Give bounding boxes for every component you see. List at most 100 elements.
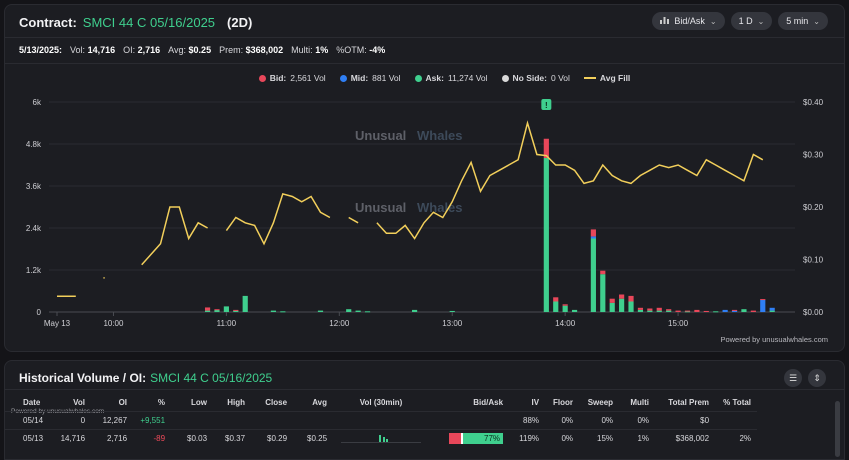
vol30-sparkline: [333, 410, 430, 429]
bid-dot-icon: [258, 74, 266, 82]
history-table: Date Vol OI % Low High Close Avg Vol (30…: [5, 395, 758, 447]
volume-bar-ask: [647, 310, 653, 312]
volume-bar-mid: [731, 310, 738, 312]
volume-bar-bid: [204, 307, 211, 311]
col-high[interactable]: High: [227, 398, 246, 408]
stat-multi: Multi: 1%: [291, 45, 329, 55]
volume-bar-ask: [355, 310, 361, 312]
watermark-text: Whales: [417, 128, 463, 143]
volume-bar-bid: [666, 309, 672, 311]
bid-ask-dropdown[interactable]: Bid/Ask ⌄: [652, 12, 725, 30]
interval-dropdown-label: 5 min: [786, 16, 809, 26]
history-icons: ☰ ⇕: [784, 369, 826, 387]
avg-fill-point: [103, 277, 105, 279]
col-low[interactable]: Low: [191, 398, 208, 408]
volume-bar-bid: [750, 310, 756, 312]
volume-bar-bid: [684, 310, 691, 312]
col-vol[interactable]: Vol: [73, 398, 86, 408]
volume-bar-bid: [619, 294, 625, 299]
volume-bar-ask: [280, 311, 286, 313]
col-vol30[interactable]: Vol (30min): [359, 398, 403, 408]
col-multi[interactable]: Multi: [630, 398, 650, 408]
x-tick-label: 10:00: [103, 319, 124, 328]
stats-divider: [5, 63, 844, 64]
col-oi[interactable]: OI: [118, 398, 128, 408]
col-close[interactable]: Close: [265, 398, 288, 408]
volume-bar-mid: [722, 309, 728, 312]
stats-row: 5/13/2025: Vol: 14,716 OI: 2,716 Avg: $0…: [19, 45, 385, 55]
volume-bar-ask: [600, 274, 606, 312]
volume-bar-ask: [214, 309, 220, 312]
volume-bar-ask: [713, 311, 719, 313]
volume-bar-ask: [562, 305, 568, 312]
volume-bar-bid: [590, 229, 596, 237]
chart-legend: Bid: 2,561 Vol Mid: 881 Vol Ask: 11,274 Vol…: [5, 73, 844, 83]
history-title: Historical Volume / OI: SMCI 44 C 05/16/…: [19, 371, 273, 385]
history-panel: Historical Volume / OI: SMCI 44 C 05/16/…: [4, 360, 845, 460]
volume-bar-bid: [233, 309, 239, 311]
avg-fill-line-icon: [583, 77, 596, 79]
legend-bid[interactable]: Bid: 2,561 Vol: [258, 73, 326, 83]
volume-bar-ask: [769, 310, 775, 312]
volume-bar-bid: [637, 307, 644, 310]
col-avg[interactable]: Avg: [312, 398, 328, 408]
volume-bar-bid: [760, 299, 766, 301]
legend-mid[interactable]: Mid: 881 Vol: [339, 73, 401, 83]
stat-otm: %OTM: -4%: [336, 45, 386, 55]
volume-bar-bid: [675, 310, 681, 312]
volume-bar-ask: [666, 310, 672, 312]
volume-bar-ask: [270, 310, 277, 312]
volume-bar-mid: [760, 299, 766, 312]
stat-vol: Vol: 14,716: [70, 45, 116, 55]
volume-bar-ask: [684, 311, 691, 313]
avg-fill-line: [225, 192, 331, 246]
sliders-icon[interactable]: ☰: [784, 369, 802, 387]
y2-tick-label: $0.20: [803, 203, 824, 212]
stat-prem: Prem: $368,002: [219, 45, 284, 55]
legend-avg-fill[interactable]: Avg Fill: [583, 73, 630, 83]
volume-bar-bid: [609, 298, 615, 303]
table-row[interactable]: 05/14 0 12,267 +9,551 88% 0% 0% 0% $0: [5, 410, 758, 429]
volume-bar-mid: [769, 307, 775, 311]
col-date[interactable]: Date: [23, 398, 41, 408]
col-iv[interactable]: IV: [531, 398, 540, 408]
volume-bar-ask: [364, 311, 371, 313]
volume-bar-ask: [204, 310, 211, 312]
volume-bar-ask: [637, 309, 644, 312]
col-pct[interactable]: %: [157, 398, 166, 408]
col-pct-total[interactable]: % Total: [723, 398, 752, 408]
alert-marker-label: !: [545, 101, 548, 110]
volume-bar-bid: [694, 309, 700, 312]
vol30-sparkline: [333, 428, 430, 447]
col-total-prem[interactable]: Total Prem: [668, 398, 710, 408]
col-bidask[interactable]: Bid/Ask: [473, 398, 504, 408]
range-dropdown[interactable]: 1 D ⌄: [730, 12, 773, 30]
scrollbar[interactable]: [835, 401, 840, 457]
volume-bar-bid: [543, 138, 549, 158]
interval-dropdown[interactable]: 5 min ⌄: [778, 12, 828, 30]
col-floor[interactable]: Floor: [553, 398, 574, 408]
contract-header: Contract: SMCI 44 C 05/16/2025 (2D): [19, 15, 252, 30]
volume-bar-ask: [242, 295, 248, 312]
x-tick-label: May 13: [44, 319, 71, 328]
volume-bar-bid: [731, 309, 738, 311]
history-divider: [5, 389, 844, 390]
x-tick-label: 11:00: [217, 319, 237, 328]
volume-bar-ask: [449, 310, 455, 312]
col-sweep[interactable]: Sweep: [587, 398, 614, 408]
ask-dot-icon: [414, 74, 422, 82]
x-tick-label: 12:00: [329, 319, 350, 328]
expand-icon[interactable]: ⇕: [808, 369, 826, 387]
chevron-down-icon: ⌄: [709, 16, 717, 26]
powered-by: Powered by unusualwhales.com: [720, 335, 828, 344]
legend-ask[interactable]: Ask: 11,274 Vol: [414, 73, 488, 83]
bar-chart-icon: [660, 16, 670, 26]
volume-bar-ask: [619, 298, 625, 312]
table-row[interactable]: 05/13 14,716 2,716 -89 $0.03 $0.37 $0.29…: [5, 428, 758, 447]
bid-ask-ratio-bar: 77%: [449, 432, 504, 444]
volume-bar-bid: [553, 297, 559, 302]
y-tick-label: 3.6k: [26, 182, 42, 191]
legend-no-side[interactable]: No Side: 0 Vol: [501, 73, 570, 83]
volume-bar-ask: [412, 309, 418, 312]
watermark-text: Unusual: [355, 200, 406, 215]
